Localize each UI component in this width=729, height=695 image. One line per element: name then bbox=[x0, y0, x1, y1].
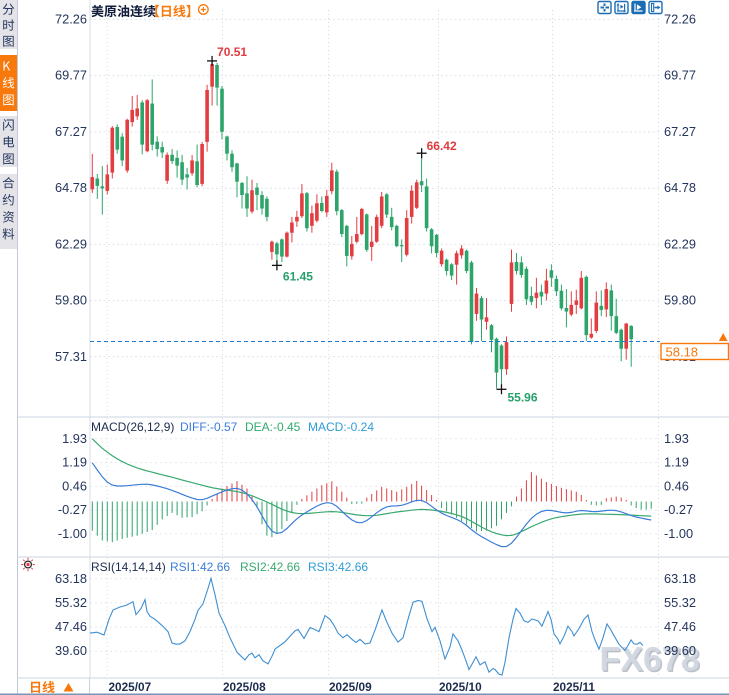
svg-text:67.27: 67.27 bbox=[664, 124, 696, 139]
svg-text:0.46: 0.46 bbox=[664, 478, 689, 493]
svg-text:-1.00: -1.00 bbox=[664, 526, 693, 541]
svg-text:-1.00: -1.00 bbox=[58, 526, 87, 541]
svg-text:59.80: 59.80 bbox=[55, 293, 87, 308]
svg-text:MACD:-0.24: MACD:-0.24 bbox=[308, 420, 374, 434]
svg-text:-0.27: -0.27 bbox=[664, 502, 693, 517]
svg-text:2025/08: 2025/08 bbox=[223, 680, 266, 694]
svg-text:RSI(14,14,14): RSI(14,14,14) bbox=[91, 560, 166, 574]
svg-text:47.46: 47.46 bbox=[55, 619, 87, 634]
svg-text:66.42: 66.42 bbox=[427, 139, 457, 153]
svg-text:1.19: 1.19 bbox=[664, 455, 689, 470]
svg-text:2025/07: 2025/07 bbox=[109, 680, 152, 694]
svg-text:55.32: 55.32 bbox=[664, 595, 696, 610]
svg-text:FX678: FX678 bbox=[600, 641, 700, 679]
svg-text:69.77: 69.77 bbox=[55, 68, 87, 83]
svg-text:RSI3:42.66: RSI3:42.66 bbox=[308, 560, 368, 574]
svg-text:1.93: 1.93 bbox=[62, 431, 87, 446]
svg-text:-0.27: -0.27 bbox=[58, 502, 87, 517]
svg-text:64.78: 64.78 bbox=[664, 180, 696, 195]
svg-text:57.31: 57.31 bbox=[55, 349, 87, 364]
svg-text:70.51: 70.51 bbox=[217, 45, 247, 59]
svg-text:63.18: 63.18 bbox=[664, 571, 696, 586]
svg-text:0.46: 0.46 bbox=[62, 478, 87, 493]
svg-text:59.80: 59.80 bbox=[664, 293, 696, 308]
svg-text:55.32: 55.32 bbox=[55, 595, 87, 610]
svg-text:61.45: 61.45 bbox=[283, 269, 313, 283]
svg-text:63.18: 63.18 bbox=[55, 571, 87, 586]
svg-text:64.78: 64.78 bbox=[55, 180, 87, 195]
svg-text:1.19: 1.19 bbox=[62, 455, 87, 470]
svg-text:2025/09: 2025/09 bbox=[329, 680, 372, 694]
svg-text:2025/11: 2025/11 bbox=[553, 680, 595, 694]
svg-text:DIFF:-0.57: DIFF:-0.57 bbox=[180, 420, 238, 434]
svg-text:67.27: 67.27 bbox=[55, 124, 87, 139]
svg-text:2025/10: 2025/10 bbox=[439, 680, 482, 694]
svg-text:RSI1:42.66: RSI1:42.66 bbox=[170, 560, 230, 574]
svg-text:55.96: 55.96 bbox=[507, 390, 537, 404]
svg-text:39.60: 39.60 bbox=[664, 643, 696, 658]
svg-text:MACD(26,12,9): MACD(26,12,9) bbox=[91, 420, 174, 434]
svg-text:69.77: 69.77 bbox=[664, 68, 696, 83]
svg-text:RSI2:42.66: RSI2:42.66 bbox=[240, 560, 300, 574]
svg-text:72.26: 72.26 bbox=[55, 11, 87, 26]
svg-text:62.29: 62.29 bbox=[55, 236, 87, 251]
svg-text:72.26: 72.26 bbox=[664, 11, 696, 26]
svg-text:58.18: 58.18 bbox=[666, 345, 699, 360]
svg-text:1.93: 1.93 bbox=[664, 431, 689, 446]
svg-text:62.29: 62.29 bbox=[664, 236, 696, 251]
svg-text:DEA:-0.45: DEA:-0.45 bbox=[245, 420, 301, 434]
svg-text:FX678: FX678 bbox=[601, 642, 701, 680]
svg-text:47.46: 47.46 bbox=[664, 619, 696, 634]
svg-text:39.60: 39.60 bbox=[55, 643, 87, 658]
